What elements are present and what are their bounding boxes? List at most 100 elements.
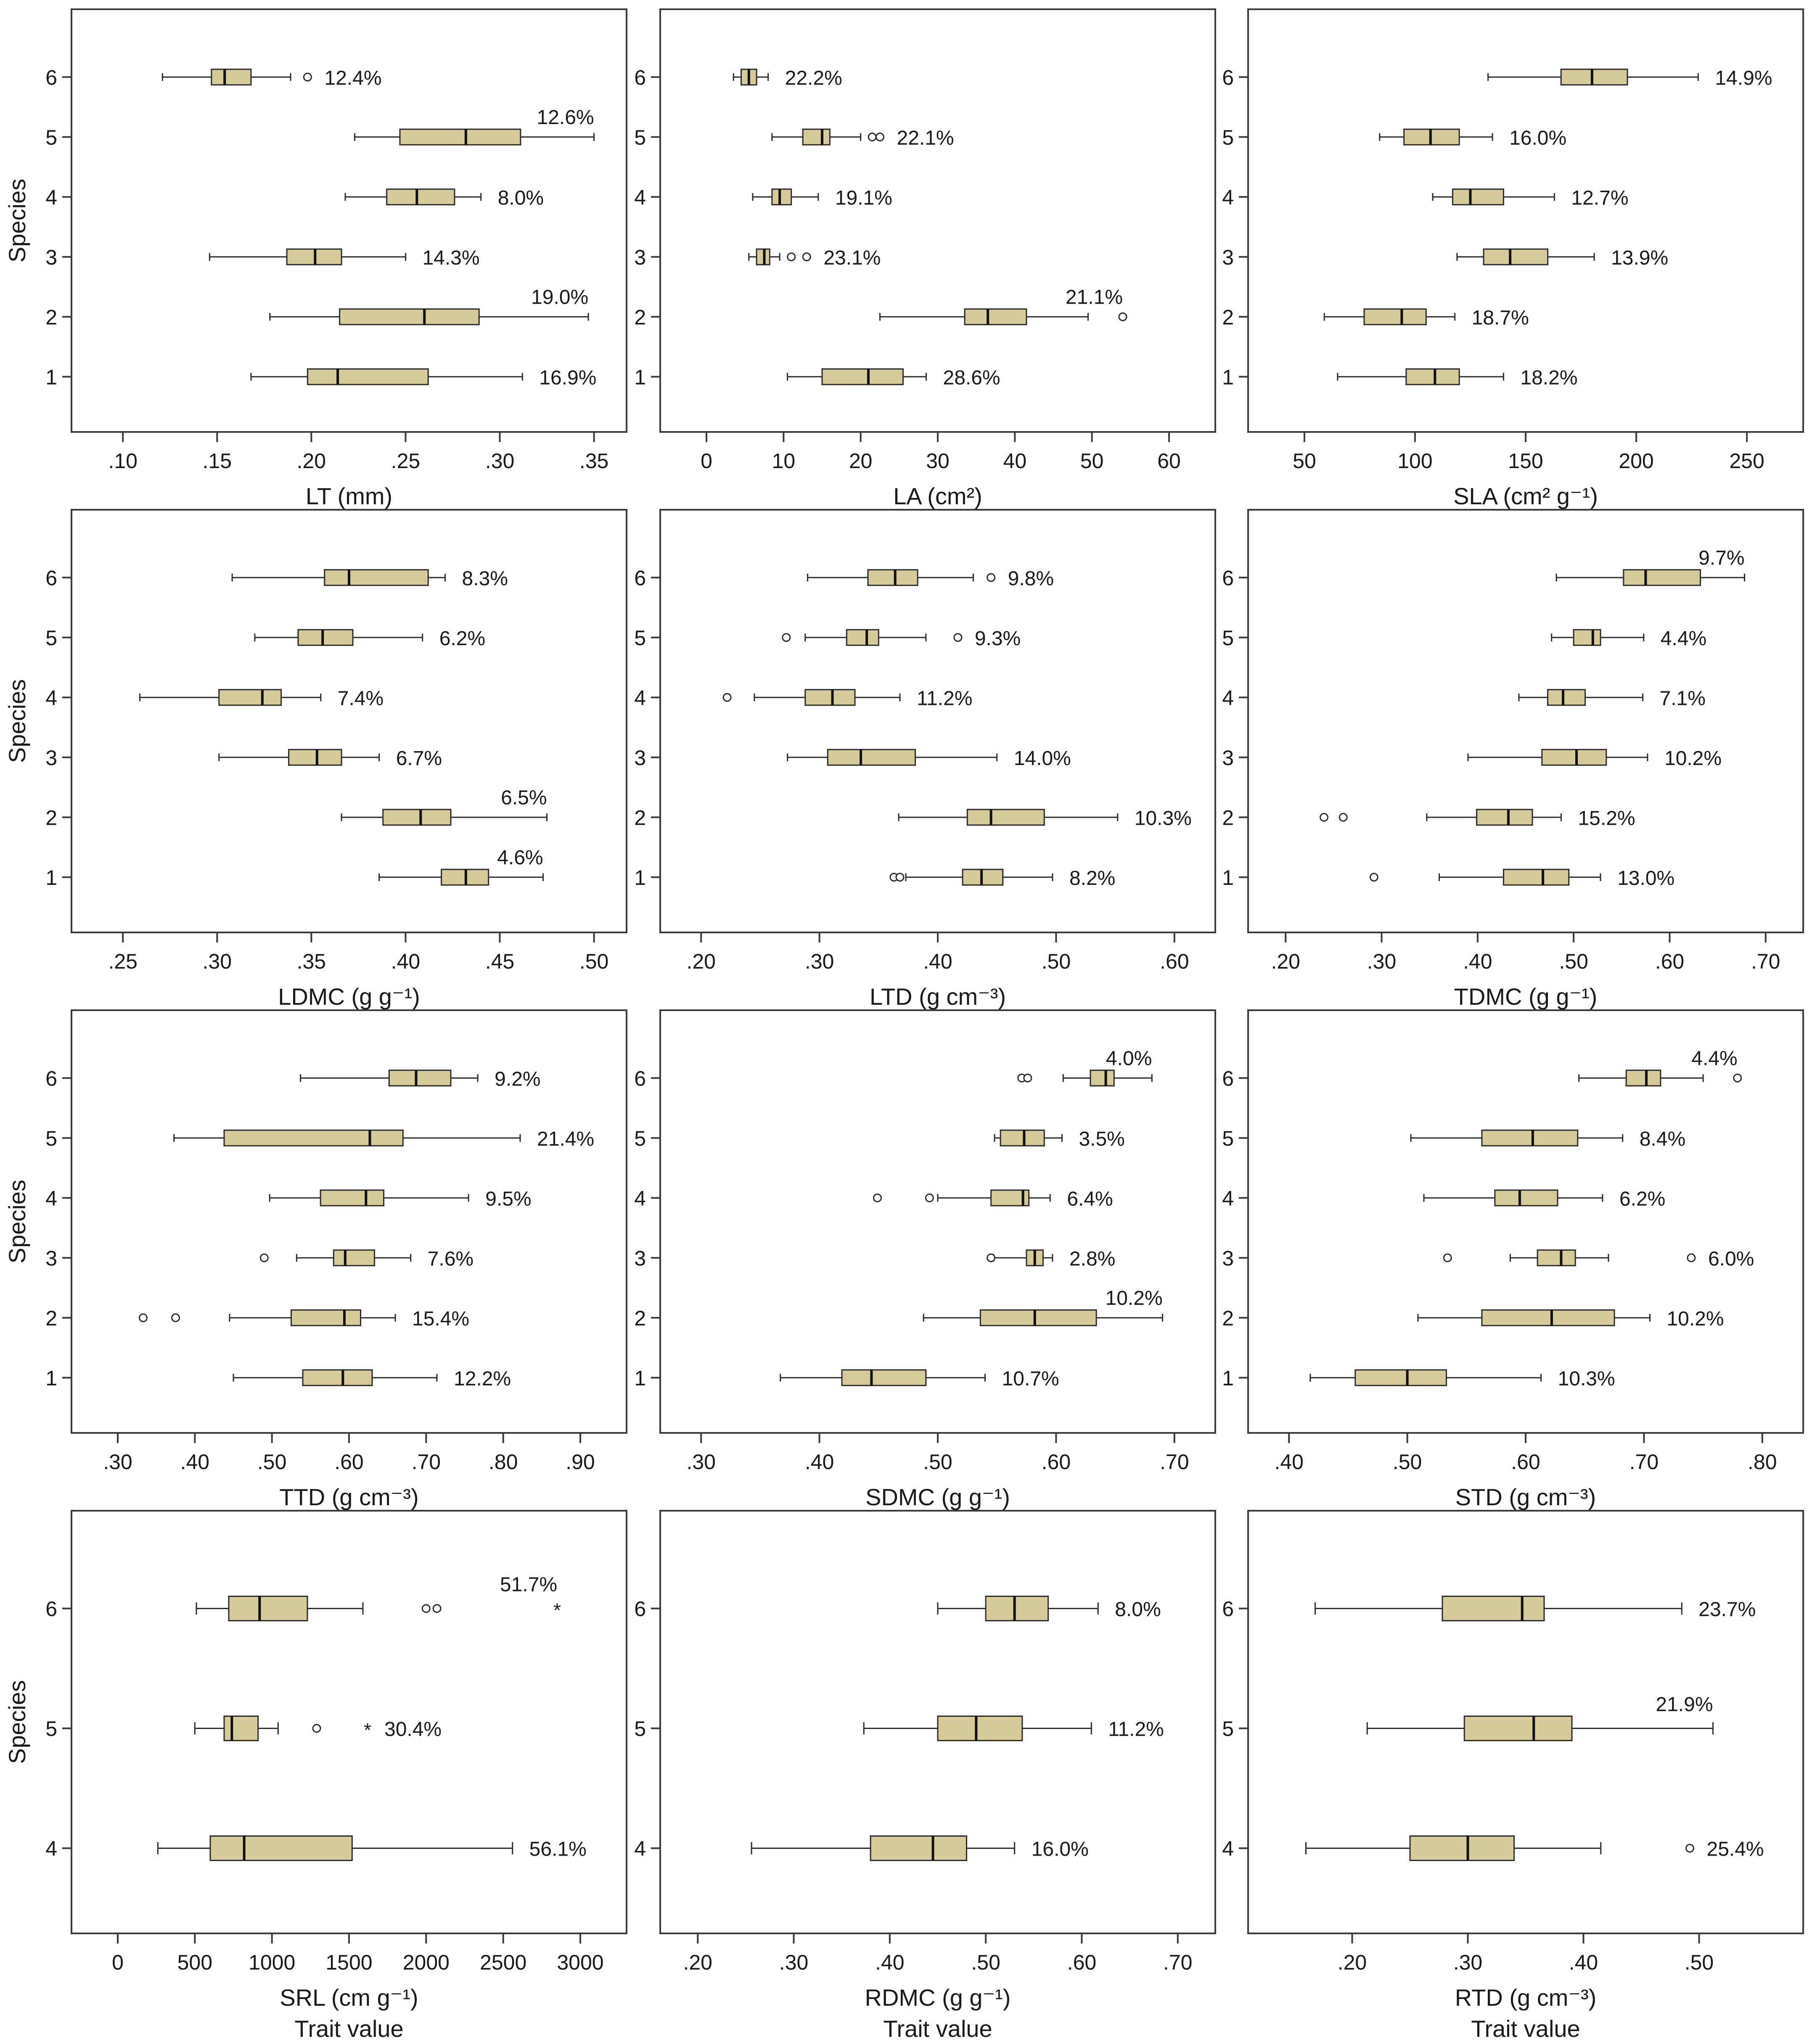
x-tick-label: .70 bbox=[412, 1450, 441, 1474]
x-tick-label: .40 bbox=[1569, 1951, 1598, 1974]
y-tick-label: 6 bbox=[45, 1067, 57, 1090]
panel-tdmc: 1 2 3 4 5 6 .20 .30 .40 .50 .60 .70 TDMC (g g⁻¹) 13.0… bbox=[1222, 509, 1804, 1010]
y-tick-label: 6 bbox=[45, 566, 57, 590]
y-tick-label: 5 bbox=[634, 1127, 646, 1150]
box-species-1: 28.6% bbox=[787, 367, 1000, 389]
box-species-2: 18.7% bbox=[1323, 307, 1529, 329]
iqr-box bbox=[324, 569, 429, 586]
cv-label: 9.3% bbox=[975, 627, 1021, 650]
x-tick-label: 2500 bbox=[480, 1951, 526, 1974]
y-tick-label: 3 bbox=[45, 746, 57, 770]
iqr-box bbox=[985, 1596, 1049, 1621]
y-axis-title: Species bbox=[4, 1180, 30, 1263]
box-species-5: 8.4% bbox=[1410, 1128, 1685, 1150]
box-species-3: 23.1% bbox=[748, 247, 881, 269]
cv-label: 15.2% bbox=[1578, 807, 1635, 829]
panel-ldmc: 1 2 3 4 5 6 Species .25 .30 .35 .40 .45 .50 LDMC (g g… bbox=[4, 509, 627, 1010]
cv-label: 8.0% bbox=[1115, 1599, 1161, 1621]
box-species-5: 9.3% bbox=[782, 627, 1021, 650]
panel-ltd: 1 2 3 4 5 6 .20 .30 .40 .50 .60 LTD (g cm⁻³) 8.2% 10.… bbox=[634, 509, 1216, 1010]
y-tick-label: 4 bbox=[634, 185, 646, 209]
cv-label: 2.8% bbox=[1069, 1248, 1115, 1270]
outlier-point bbox=[802, 252, 811, 262]
iqr-box bbox=[846, 629, 879, 646]
cv-label: 21.9% bbox=[1656, 1694, 1713, 1716]
y-tick-label: 5 bbox=[634, 1717, 646, 1741]
x-axis-title: LT (mm) bbox=[306, 483, 392, 509]
outlier-point bbox=[312, 1724, 321, 1733]
y-tick-label: 2 bbox=[634, 305, 646, 329]
outlier-point bbox=[953, 633, 963, 642]
box-species-6: 9.2% bbox=[300, 1068, 541, 1090]
outlier-point bbox=[1685, 1844, 1694, 1853]
x-tick-label: .60 bbox=[1160, 950, 1189, 973]
cv-label: 6.2% bbox=[1619, 1188, 1665, 1210]
cv-label: 18.2% bbox=[1520, 367, 1577, 389]
y-tick-label: 3 bbox=[634, 746, 646, 770]
outlier-point bbox=[1320, 813, 1329, 822]
y-tick-label: 3 bbox=[634, 246, 646, 269]
y-axis-title: Species bbox=[4, 1680, 30, 1764]
x-tick-label: 200 bbox=[1619, 449, 1653, 473]
box-species-3: 10.2% bbox=[1467, 747, 1722, 770]
cv-label: 8.4% bbox=[1640, 1128, 1685, 1150]
y-tick-label: 1 bbox=[45, 365, 57, 389]
cv-label: 7.1% bbox=[1660, 687, 1706, 710]
cv-label: 16.9% bbox=[539, 367, 596, 389]
cv-label: 28.6% bbox=[943, 367, 1000, 389]
cv-label: 6.5% bbox=[501, 787, 547, 809]
y-tick-label: 6 bbox=[634, 566, 646, 590]
panel-ttd: 1 2 3 4 5 6 Species .30 .40 .50 .60 .70 .80 .90 TTD (g… bbox=[4, 1009, 627, 1510]
iqr-box bbox=[1494, 1189, 1558, 1207]
iqr-box bbox=[1354, 1369, 1447, 1386]
box-species-3: 14.3% bbox=[209, 247, 480, 269]
x-tick-label: 2000 bbox=[403, 1951, 450, 1974]
iqr-box bbox=[804, 689, 856, 706]
iqr-box bbox=[218, 689, 282, 706]
cv-label: 10.7% bbox=[1002, 1368, 1059, 1390]
outlier-point bbox=[421, 1604, 431, 1613]
box-species-3: 6.7% bbox=[218, 747, 442, 770]
box-species-4: 6.2% bbox=[1423, 1188, 1665, 1210]
panel-rtd: 4 5 6 .20 .30 .40 .50 RTD (g cm⁻³) 25.4% 21.9% 23.… bbox=[1222, 1510, 1804, 2042]
cv-label: 14.0% bbox=[1014, 747, 1071, 770]
cv-label: 12.4% bbox=[324, 67, 381, 89]
y-tick-label: 5 bbox=[45, 626, 57, 650]
iqr-box bbox=[1476, 809, 1533, 826]
box-species-5: 11.2% bbox=[863, 1716, 1164, 1741]
cv-label: 10.2% bbox=[1106, 1287, 1163, 1310]
y-tick-label: 1 bbox=[1222, 365, 1234, 389]
x-tick-label: .50 bbox=[923, 1450, 952, 1474]
x-tick-label: .45 bbox=[485, 950, 515, 973]
x-axis-title: STD (g cm⁻³) bbox=[1455, 1484, 1596, 1510]
box-species-5: 21.4% bbox=[173, 1128, 594, 1150]
x-tick-label: 30 bbox=[926, 449, 950, 473]
iqr-box bbox=[827, 749, 916, 766]
x-tick-label: .80 bbox=[489, 1450, 518, 1474]
y-tick-label: 4 bbox=[45, 1186, 57, 1210]
y-tick-label: 2 bbox=[1222, 806, 1234, 829]
x-tick-label: .70 bbox=[1160, 1450, 1189, 1474]
x-tick-label: .50 bbox=[1559, 950, 1588, 973]
outlier-point bbox=[925, 1193, 934, 1202]
box-species-6: 12.4% bbox=[161, 67, 382, 89]
x-tick-label: .80 bbox=[1748, 1450, 1777, 1474]
iqr-box bbox=[339, 308, 480, 326]
iqr-box bbox=[1503, 868, 1570, 886]
box-species-4: 12.7% bbox=[1432, 187, 1629, 209]
iqr-box bbox=[320, 1189, 385, 1207]
box-species-4: 9.5% bbox=[269, 1188, 532, 1210]
x-axis-title: RTD (g cm⁻³) bbox=[1455, 1984, 1597, 2011]
box-species-6: 8.0% bbox=[937, 1596, 1161, 1621]
outlier-point bbox=[1339, 813, 1348, 822]
outlier-point bbox=[171, 1313, 180, 1322]
x-tick-label: .50 bbox=[579, 950, 609, 973]
x-axis-title: SRL (cm g⁻¹) bbox=[280, 1984, 418, 2011]
cv-label: 6.0% bbox=[1708, 1248, 1754, 1270]
x-tick-label: .40 bbox=[875, 1951, 905, 1974]
trait-value-label: Trait value bbox=[1471, 2015, 1580, 2042]
cv-label: 21.4% bbox=[537, 1128, 594, 1150]
outlier-point bbox=[1733, 1073, 1742, 1083]
